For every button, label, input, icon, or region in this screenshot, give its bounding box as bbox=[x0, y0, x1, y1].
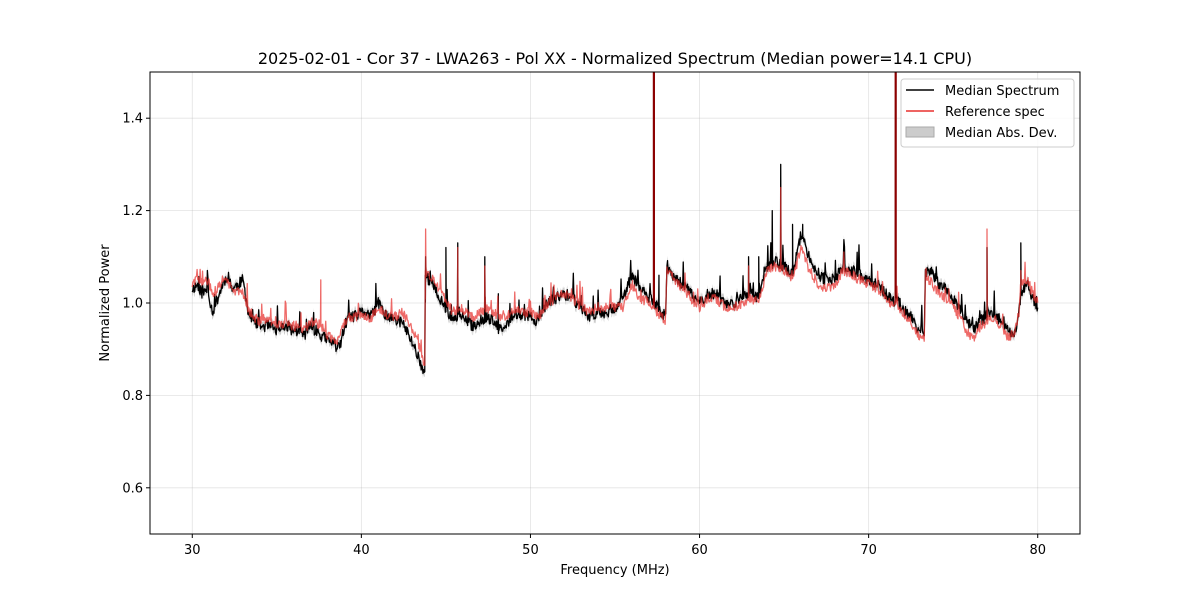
y-axis-ticks: 0.6 0.8 1.0 1.2 1.4 bbox=[122, 112, 150, 496]
chart-title: 2025-02-01 - Cor 37 - LWA263 - Pol XX - … bbox=[258, 49, 972, 68]
x-tick-label: 70 bbox=[860, 543, 877, 558]
legend-reference-label: Reference spec bbox=[945, 105, 1045, 120]
legend-box bbox=[900, 78, 1075, 148]
x-tick-label: 40 bbox=[353, 543, 370, 558]
y-tick-label: 0.6 bbox=[122, 481, 143, 496]
legend-mad-label: Median Abs. Dev. bbox=[945, 126, 1057, 141]
x-tick-label: 60 bbox=[691, 543, 708, 558]
y-tick-label: 1.2 bbox=[122, 204, 143, 219]
x-tick-label: 50 bbox=[522, 543, 539, 558]
x-axis-ticks: 30 40 50 60 70 80 bbox=[184, 534, 1046, 558]
spectrum-spikes bbox=[652, 72, 897, 304]
plot-area bbox=[191, 72, 1039, 379]
legend-mad-swatch bbox=[905, 126, 935, 138]
x-tick-label: 80 bbox=[1029, 543, 1046, 558]
x-axis-label: Frequency (MHz) bbox=[560, 563, 669, 578]
y-axis-label: Normalized Power bbox=[98, 244, 113, 362]
y-tick-label: 1.0 bbox=[122, 297, 143, 312]
y-tick-label: 1.4 bbox=[122, 112, 143, 127]
y-tick-label: 0.8 bbox=[122, 389, 143, 404]
legend: Median Spectrum Reference spec Median Ab… bbox=[900, 78, 1075, 148]
reference-spectrum-line bbox=[191, 72, 1039, 366]
legend-median-label: Median Spectrum bbox=[945, 84, 1059, 99]
x-tick-label: 30 bbox=[184, 543, 201, 558]
